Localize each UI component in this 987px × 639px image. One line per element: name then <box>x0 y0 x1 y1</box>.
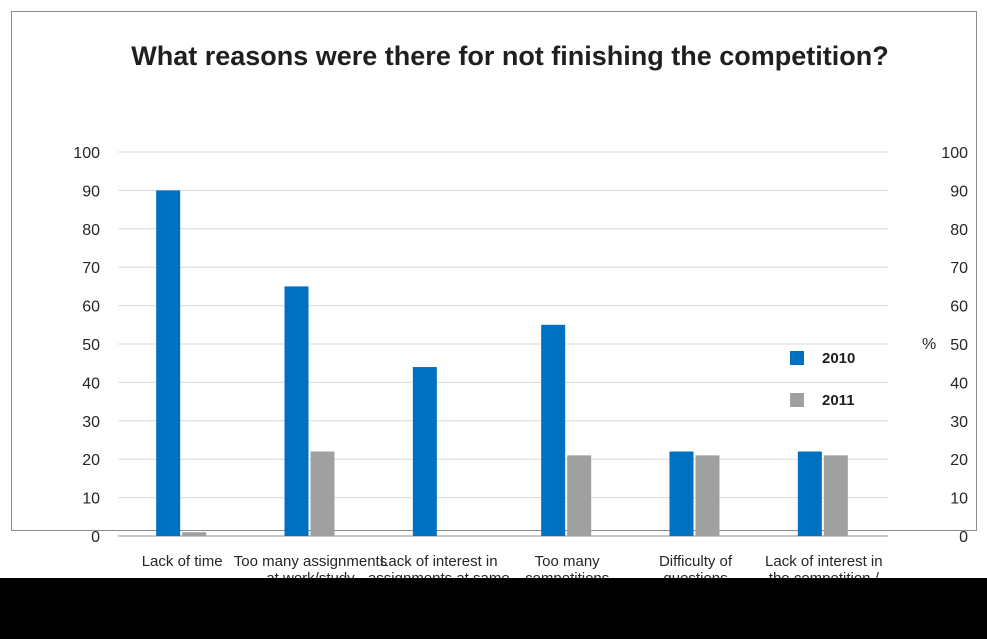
y-tick-label-right: 50 <box>950 337 968 354</box>
legend-label-2011: 2011 <box>822 392 855 409</box>
chart-title: What reasons were there for not finishin… <box>131 41 889 71</box>
y-axis-ticks: 0 0 10 10 20 20 30 30 40 40 50 50 60 60 70 70 80 80 90 90 10… <box>73 145 968 546</box>
bar-2010-4 <box>541 324 566 536</box>
bars <box>156 190 848 536</box>
bottom-bar <box>0 578 987 639</box>
bar-2011-1 <box>182 532 207 536</box>
bar-2011-4 <box>567 455 592 536</box>
legend-label-2010: 2010 <box>822 350 855 367</box>
y-tick-label-left: 0 <box>91 529 100 546</box>
y-tick-label-left: 20 <box>82 452 100 469</box>
gridlines <box>118 151 888 537</box>
bar-2011-5 <box>695 455 720 536</box>
legend: 2010 2011 <box>790 350 855 409</box>
y-tick-label-left: 80 <box>82 222 100 239</box>
y-axis-unit: % <box>922 336 936 353</box>
y-tick-label-right: 20 <box>950 452 968 469</box>
bar-2010-3 <box>412 367 437 536</box>
bar-2010-2 <box>284 286 309 536</box>
bar-2010-1 <box>156 190 181 536</box>
y-tick-label-right: 100 <box>941 145 968 162</box>
y-tick-label-left: 50 <box>82 337 100 354</box>
y-tick-label-left: 60 <box>82 299 100 316</box>
y-tick-label-right: 10 <box>950 491 968 508</box>
bar-2011-2 <box>310 451 335 536</box>
y-tick-label-right: 0 <box>959 529 968 546</box>
y-tick-label-left: 100 <box>73 145 100 162</box>
y-tick-label-right: 90 <box>950 183 968 200</box>
bar-2011-6 <box>823 455 848 536</box>
y-tick-label-left: 40 <box>82 375 100 392</box>
y-tick-label-left: 30 <box>82 414 100 431</box>
y-tick-label-right: 70 <box>950 260 968 277</box>
legend-swatch-2010 <box>790 351 804 365</box>
y-tick-label-right: 60 <box>950 299 968 316</box>
legend-swatch-2011 <box>790 393 804 407</box>
y-tick-label-left: 90 <box>82 183 100 200</box>
chart-frame <box>11 11 977 531</box>
y-tick-label-right: 30 <box>950 414 968 431</box>
bar-2010-5 <box>669 451 694 536</box>
y-tick-label-right: 40 <box>950 375 968 392</box>
y-tick-label-left: 10 <box>82 491 100 508</box>
y-tick-label-right: 80 <box>950 222 968 239</box>
bar-2010-6 <box>797 451 822 536</box>
y-tick-label-left: 70 <box>82 260 100 277</box>
x-category-label: Lack of time <box>142 553 223 570</box>
